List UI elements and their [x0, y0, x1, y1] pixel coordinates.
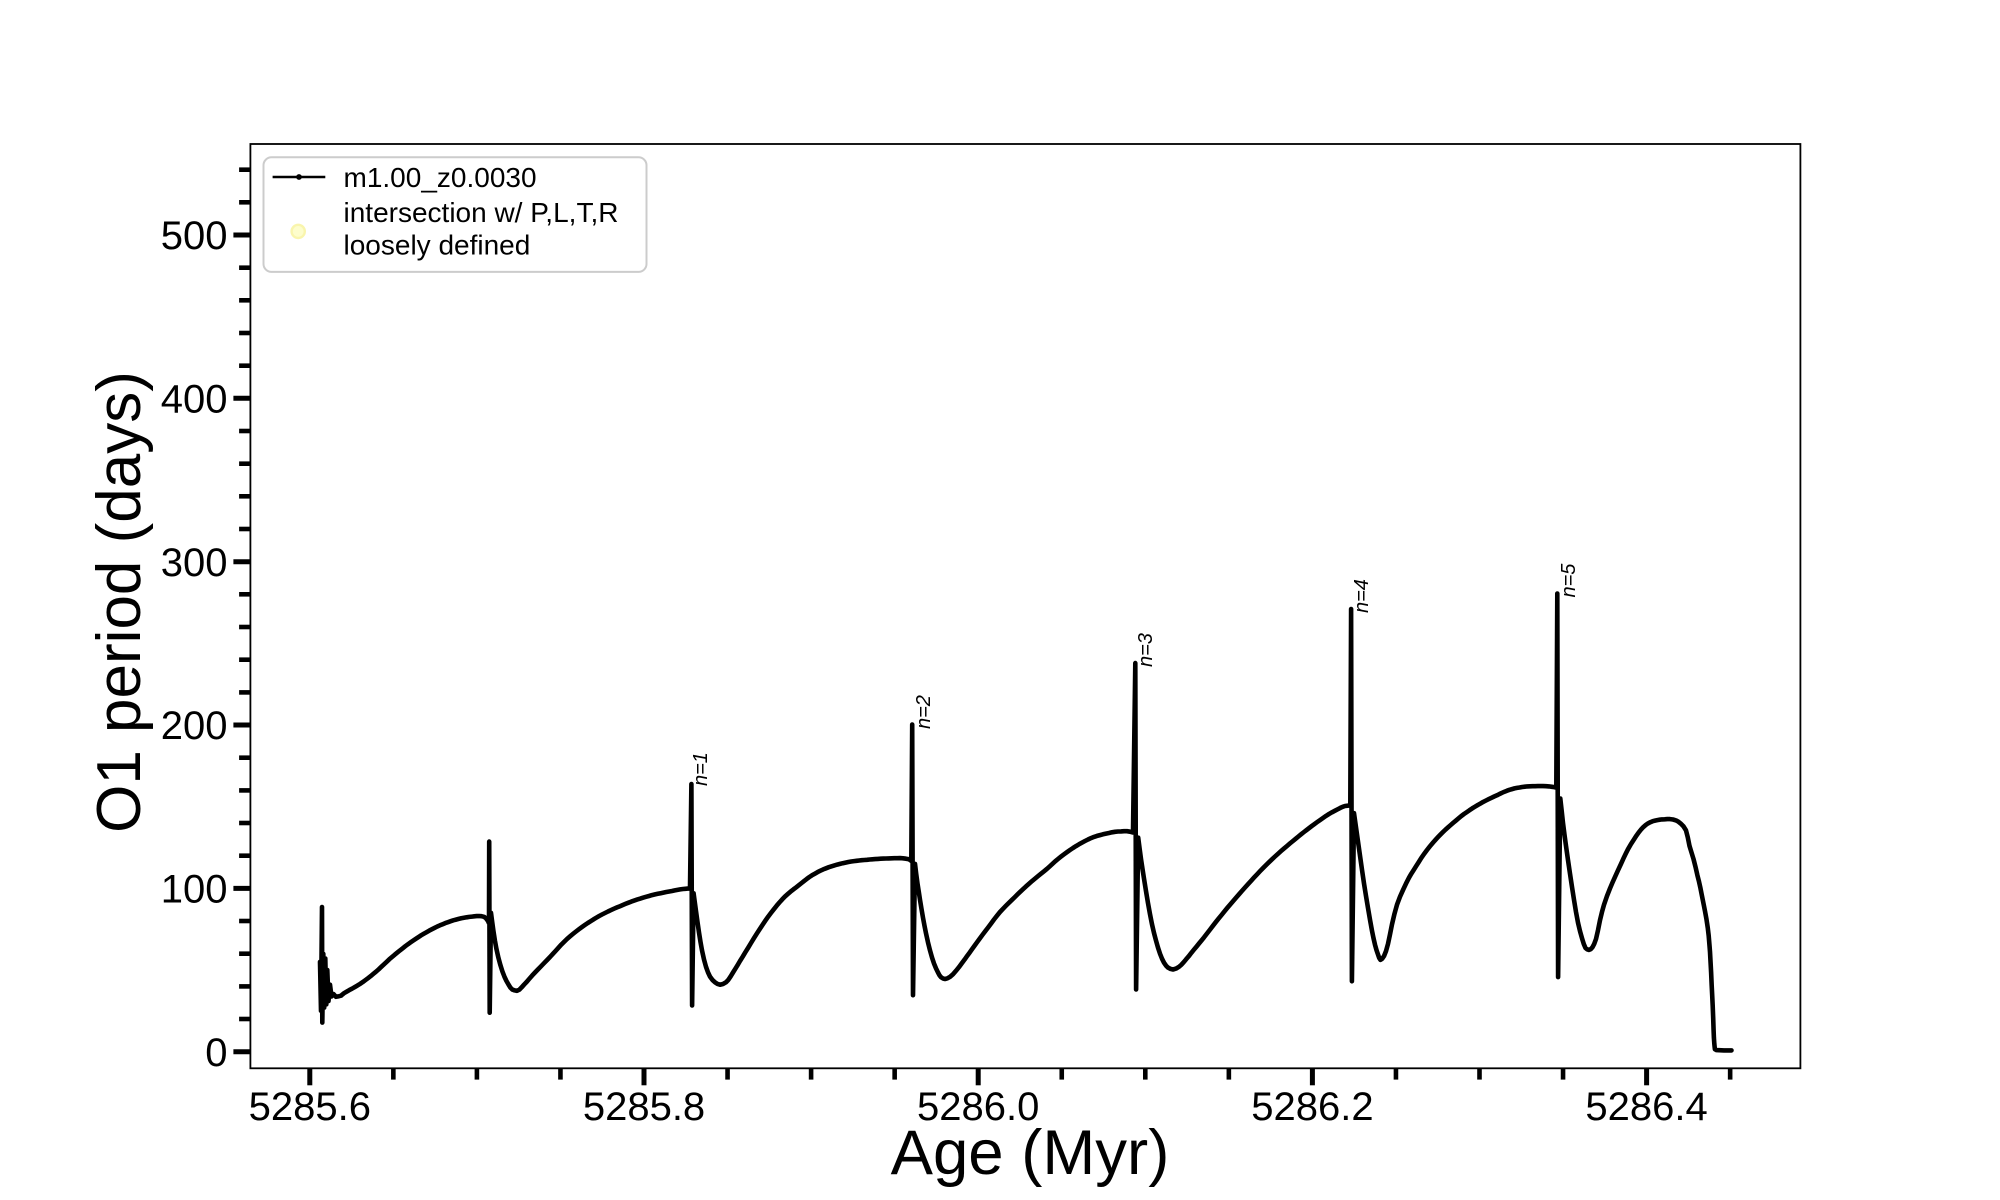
svg-text:5285.8: 5285.8	[583, 1085, 705, 1129]
svg-text:500: 500	[161, 214, 228, 258]
svg-text:5285.6: 5285.6	[249, 1085, 371, 1129]
svg-text:200: 200	[161, 704, 228, 748]
svg-text:n=3: n=3	[1135, 633, 1157, 667]
svg-text:0: 0	[205, 1031, 227, 1075]
svg-text:n=4: n=4	[1351, 579, 1373, 613]
svg-text:intersection w/ P,L,T,R: intersection w/ P,L,T,R	[344, 197, 619, 228]
svg-text:5286.2: 5286.2	[1251, 1085, 1373, 1129]
svg-text:n=2: n=2	[913, 695, 935, 729]
svg-text:n=5: n=5	[1558, 563, 1580, 598]
svg-text:Age (Myr): Age (Myr)	[891, 1118, 1170, 1188]
svg-text:100: 100	[161, 868, 228, 912]
svg-text:400: 400	[161, 378, 228, 422]
svg-text:5286.4: 5286.4	[1585, 1085, 1707, 1129]
svg-text:300: 300	[161, 541, 228, 585]
svg-text:loosely defined: loosely defined	[344, 230, 531, 261]
svg-text:5286.0: 5286.0	[917, 1085, 1039, 1129]
svg-text:m1.00_z0.0030: m1.00_z0.0030	[344, 162, 537, 193]
svg-text:n=1: n=1	[690, 752, 712, 786]
svg-text:O1 period (days): O1 period (days)	[85, 371, 154, 833]
